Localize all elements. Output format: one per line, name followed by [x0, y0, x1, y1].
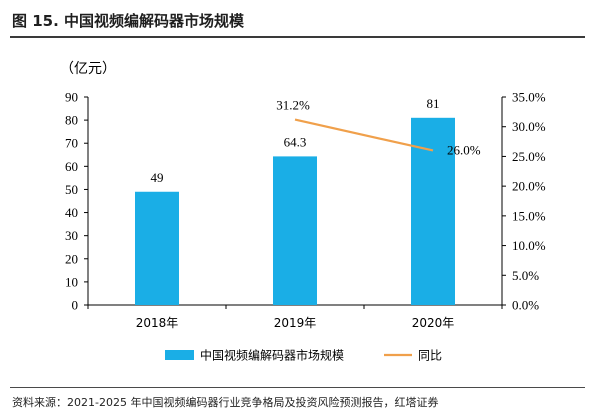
- bar: [135, 191, 179, 305]
- y2-tick-label: 25.0%: [512, 149, 546, 164]
- y2-tick-label: 10.0%: [512, 238, 546, 253]
- y-tick-label: 40: [65, 205, 78, 220]
- bar: [273, 156, 317, 305]
- y-axis-unit: （亿元）: [60, 61, 116, 77]
- y-tick-label: 90: [65, 90, 78, 105]
- y2-tick-label: 35.0%: [512, 90, 546, 105]
- y2-tick-label: 30.0%: [512, 119, 546, 134]
- x-tick-label: 2019年: [274, 316, 317, 330]
- legend-label-line: 同比: [418, 349, 442, 363]
- y-tick-label: 70: [65, 136, 78, 151]
- y-tick-label: 10: [65, 274, 78, 289]
- title-rule: [10, 36, 585, 38]
- y-tick-label: 30: [65, 228, 78, 243]
- y2-tick-label: 20.0%: [512, 179, 546, 194]
- line-data-label: 26.0%: [447, 142, 481, 157]
- source-note: 资料来源：2021-2025 年中国视频编码器行业竞争格局及投资风险预测报告，红…: [12, 396, 439, 409]
- source-rule: [10, 387, 585, 388]
- x-tick-label: 2018年: [136, 316, 179, 330]
- bar-data-label: 49: [151, 170, 164, 185]
- figure-title: 图 15. 中国视频编解码器市场规模: [12, 12, 245, 30]
- bar-data-label: 64.3: [284, 134, 307, 149]
- y-tick-label: 80: [65, 113, 78, 128]
- line-series: [294, 118, 434, 152]
- legend-label-bar: 中国视频编解码器市场规模: [200, 348, 344, 363]
- x-tick-label: 2020年: [412, 316, 455, 330]
- y-tick-label: 0: [72, 298, 79, 313]
- bar: [411, 117, 455, 305]
- legend-swatch-bar: [165, 350, 194, 360]
- y-tick-label: 60: [65, 159, 78, 174]
- y-tick-label: 20: [65, 251, 78, 266]
- y-tick-label: 50: [65, 182, 78, 197]
- y2-tick-label: 0.0%: [512, 298, 539, 313]
- y2-tick-label: 15.0%: [512, 208, 546, 223]
- line-data-label: 31.2%: [276, 98, 310, 113]
- y2-tick-label: 5.0%: [512, 268, 539, 283]
- bar-data-label: 81: [427, 96, 440, 111]
